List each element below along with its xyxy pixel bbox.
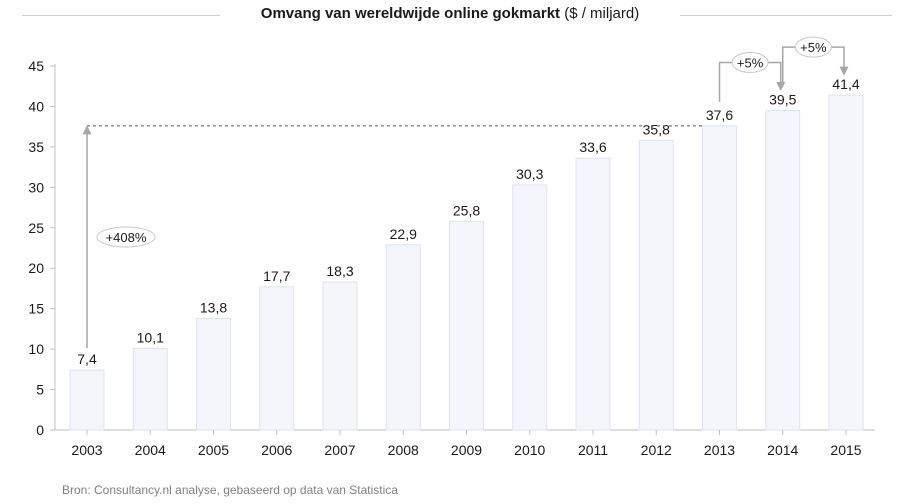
title-rule-left	[22, 15, 220, 16]
x-tick-label: 2009	[451, 442, 482, 458]
bar	[322, 281, 358, 431]
bar	[765, 109, 801, 431]
growth-bubble	[96, 226, 156, 248]
y-tick-label: 15	[28, 301, 44, 317]
bar	[702, 125, 737, 431]
x-tick-label: 2010	[514, 442, 545, 458]
x-tick-label: 2004	[135, 442, 166, 458]
y-tick-label: 0	[36, 422, 44, 438]
source-note: Bron: Consultancy.nl analyse, gebaseerd …	[62, 483, 398, 497]
x-tick-label: 2006	[261, 442, 292, 458]
yoy-growth-bubble	[794, 36, 832, 58]
y-tick-label: 5	[36, 382, 44, 398]
bar	[449, 220, 484, 431]
y-tick-label: 30	[28, 179, 44, 195]
bar-value-label: 39,5	[769, 91, 796, 107]
bar-value-label: 37,6	[706, 107, 733, 123]
yoy-growth-label: +5%	[800, 40, 827, 55]
bar	[512, 184, 548, 431]
x-tick-label: 2011	[578, 442, 608, 458]
x-tick-label: 2008	[388, 442, 419, 458]
bar	[828, 94, 864, 431]
x-tick-label: 2014	[767, 442, 798, 458]
y-tick-label: 25	[28, 220, 44, 236]
x-tick-label: 2013	[704, 442, 735, 458]
x-tick-label: 2003	[71, 442, 102, 458]
bar-value-label: 33,6	[579, 139, 606, 155]
bar-value-label: 22,9	[390, 226, 417, 242]
bar-value-label: 25,8	[453, 202, 480, 218]
bar-value-label: 18,3	[326, 263, 353, 279]
y-tick-label: 35	[28, 139, 44, 155]
bar-value-label: 13,8	[200, 299, 227, 315]
y-tick-label: 45	[28, 58, 44, 74]
bar	[132, 347, 168, 431]
yoy-growth-label: +5%	[737, 55, 764, 70]
yoy-growth-bubble	[731, 51, 769, 73]
bar-value-label: 35,8	[643, 121, 670, 137]
x-tick-label: 2007	[324, 442, 355, 458]
bar	[196, 317, 231, 431]
y-tick-label: 10	[28, 341, 44, 357]
bar-value-label: 41,4	[832, 76, 859, 92]
y-tick-label: 40	[28, 98, 44, 114]
chart-title-unit: ($ / miljard)	[564, 5, 640, 22]
x-tick-label: 2012	[641, 442, 672, 458]
bar-value-label: 10,1	[137, 329, 164, 345]
x-tick-label: 2015	[830, 442, 861, 458]
growth-label: +408%	[106, 230, 147, 245]
bar	[385, 244, 421, 431]
bar	[638, 139, 674, 431]
title-rule-right	[680, 15, 892, 16]
bar	[69, 369, 105, 431]
bar-value-label: 17,7	[263, 268, 290, 284]
chart-title-main: Omvang van wereldwijde online gokmarkt	[260, 5, 561, 22]
bar	[259, 286, 295, 431]
chart-title: Omvang van wereldwijde online gokmarkt (…	[0, 5, 900, 22]
x-tick-label: 2005	[198, 442, 229, 458]
bar-value-label: 30,3	[516, 166, 543, 182]
y-tick-label: 20	[28, 260, 44, 276]
bar-value-label: 7,4	[77, 351, 97, 367]
bar	[575, 157, 611, 431]
